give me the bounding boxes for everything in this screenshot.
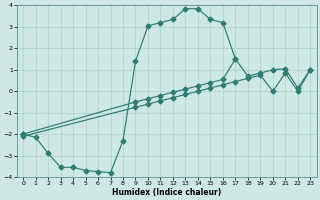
- X-axis label: Humidex (Indice chaleur): Humidex (Indice chaleur): [112, 188, 221, 197]
